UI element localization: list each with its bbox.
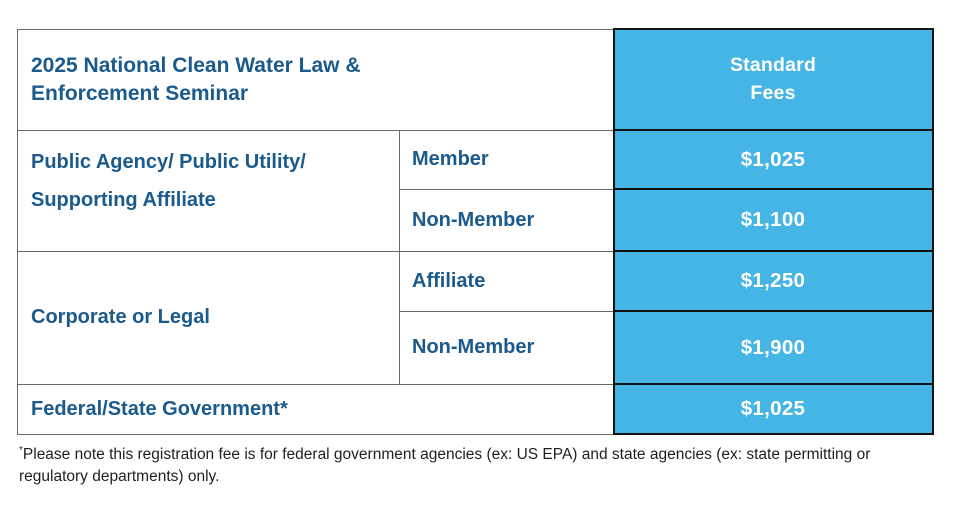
fee-value-corporate-non-member: $1,900 <box>612 310 934 385</box>
fee-value-public-agency-member: $1,025 <box>612 129 934 190</box>
tier-label-member: Member <box>399 129 614 190</box>
fee-value-federal-state: $1,025 <box>612 383 934 435</box>
table-row: Federal/State Government* $1,025 <box>17 383 934 435</box>
table-row: Public Agency/ Public Utility/ Supportin… <box>17 129 934 252</box>
table-row: Corporate or Legal Affiliate $1,250 <box>17 250 934 385</box>
table-row: Non-Member $1,900 <box>18 310 934 385</box>
fee-column-header: Standard Fees <box>612 28 934 131</box>
category-corporate-or-legal: Corporate or Legal <box>17 250 400 385</box>
category-federal-state-government: Federal/State Government* <box>17 383 614 435</box>
tier-label-non-member: Non-Member <box>399 188 614 252</box>
table-row: Non-Member $1,100 <box>18 188 934 252</box>
fee-value-corporate-affiliate: $1,250 <box>612 250 934 312</box>
seminar-fee-table: 2025 National Clean Water Law & Enforcem… <box>17 28 934 435</box>
tier-label-non-member: Non-Member <box>399 310 614 385</box>
tier-label-affiliate: Affiliate <box>399 250 614 312</box>
footnote: *Please note this registration fee is fo… <box>19 444 939 489</box>
footnote-asterisk-marker: * <box>19 444 23 456</box>
category-public-agency: Public Agency/ Public Utility/ Supportin… <box>17 129 400 252</box>
table-title: 2025 National Clean Water Law & Enforcem… <box>17 28 614 131</box>
header-row: 2025 National Clean Water Law & Enforcem… <box>17 28 934 131</box>
fee-value-public-agency-non-member: $1,100 <box>612 188 934 252</box>
pricing-table: 2025 National Clean Water Law & Enforcem… <box>17 28 934 435</box>
footnote-text: Please note this registration fee is for… <box>19 446 871 486</box>
